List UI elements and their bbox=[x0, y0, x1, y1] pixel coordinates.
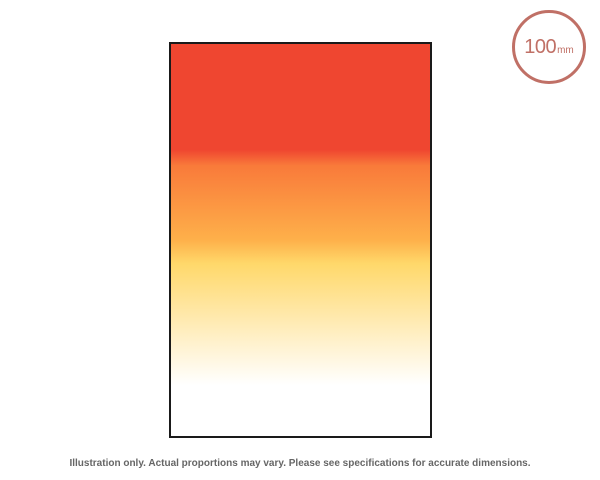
size-badge-unit: mm bbox=[557, 45, 574, 56]
size-badge: 100 mm bbox=[512, 10, 586, 84]
disclaimer-text: Illustration only. Actual proportions ma… bbox=[69, 458, 531, 469]
filter-gradient bbox=[171, 44, 430, 436]
graduated-filter-illustration bbox=[169, 42, 432, 438]
size-badge-value: 100 bbox=[524, 36, 557, 58]
